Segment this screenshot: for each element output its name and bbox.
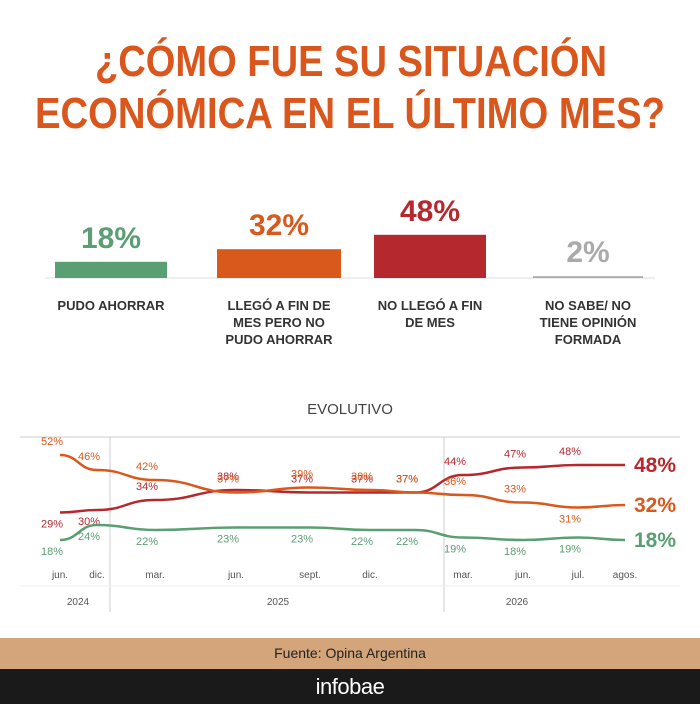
series-line [59,523,626,542]
bar [55,261,167,278]
end-label: 32% [634,494,676,517]
value-label: 52% [41,436,63,448]
value-label: 37% [351,474,373,486]
value-label: 24% [78,531,100,543]
title-line: ECONÓMICA EN EL ÚLTIMO MES? [35,88,665,138]
chart: ¿CÓMO FUE SU SITUACIÓN ECONÓMICA EN EL Ú… [20,36,680,612]
title-line: ¿CÓMO FUE SU SITUACIÓN [95,36,607,86]
category-label: LLEGÓ A FIN DE MES PERO NO PUDO AHORRAR [225,298,333,347]
value-label: 37% [396,474,418,486]
value-label: 19% [559,544,581,556]
value-label: 23% [217,534,239,546]
value-label: 23% [291,534,313,546]
value-label: 22% [136,536,158,548]
value-label: 22% [396,536,418,548]
value-label: 44% [444,456,466,468]
value-label: 22% [351,536,373,548]
value-label: 38% [351,471,373,483]
brand: infobae [0,669,700,704]
series-line [59,453,626,509]
year-label: 2026 [506,597,529,608]
x-tick-label: jun. [514,570,531,581]
value-label: 48% [559,446,581,458]
value-label: 33% [504,484,526,496]
bar [374,234,486,278]
x-tick-label: agos. [613,570,637,581]
year-label: 2025 [267,597,290,608]
x-tick-label: jul. [571,570,585,581]
value-label: 18% [81,222,141,255]
value-label: 2% [566,236,609,269]
value-label: 37% [291,474,313,486]
value-label: 48% [400,195,460,228]
value-label: 18% [504,546,526,558]
bar [217,249,341,278]
value-label: 31% [559,514,581,526]
value-label: 46% [78,451,100,463]
category-label: NO LLEGÓ A FIN DE MES [377,298,483,330]
x-tick-label: jun. [227,570,244,581]
value-label: 36% [444,476,466,488]
value-label: 34% [136,481,158,493]
year-label: 2024 [67,597,90,608]
end-label: 18% [634,529,676,552]
value-label: 29% [41,519,63,531]
line-title: EVOLUTIVO [307,401,393,418]
value-label: 19% [444,544,466,556]
x-tick-label: jun. [51,570,68,581]
category-label: NO SABE/ NO TIENE OPINIÓN FORMADA [539,298,637,347]
value-label: 18% [41,546,63,558]
value-label: 39% [291,469,313,481]
x-tick-label: sept. [299,570,321,581]
x-tick-label: mar. [145,570,164,581]
bar [533,276,643,278]
source: Fuente: Opina Argentina [0,638,700,669]
value-label: 32% [249,209,309,242]
value-label: 37% [217,474,239,486]
value-label: 37% [396,474,418,486]
x-tick-label: dic. [89,570,105,581]
x-tick-label: dic. [362,570,378,581]
series-line [59,463,625,514]
value-label: 38% [217,471,239,483]
end-label: 48% [634,454,676,477]
category-label: PUDO AHORRAR [57,298,165,313]
value-label: 47% [504,449,526,461]
value-label: 42% [136,461,158,473]
x-tick-label: mar. [453,570,472,581]
